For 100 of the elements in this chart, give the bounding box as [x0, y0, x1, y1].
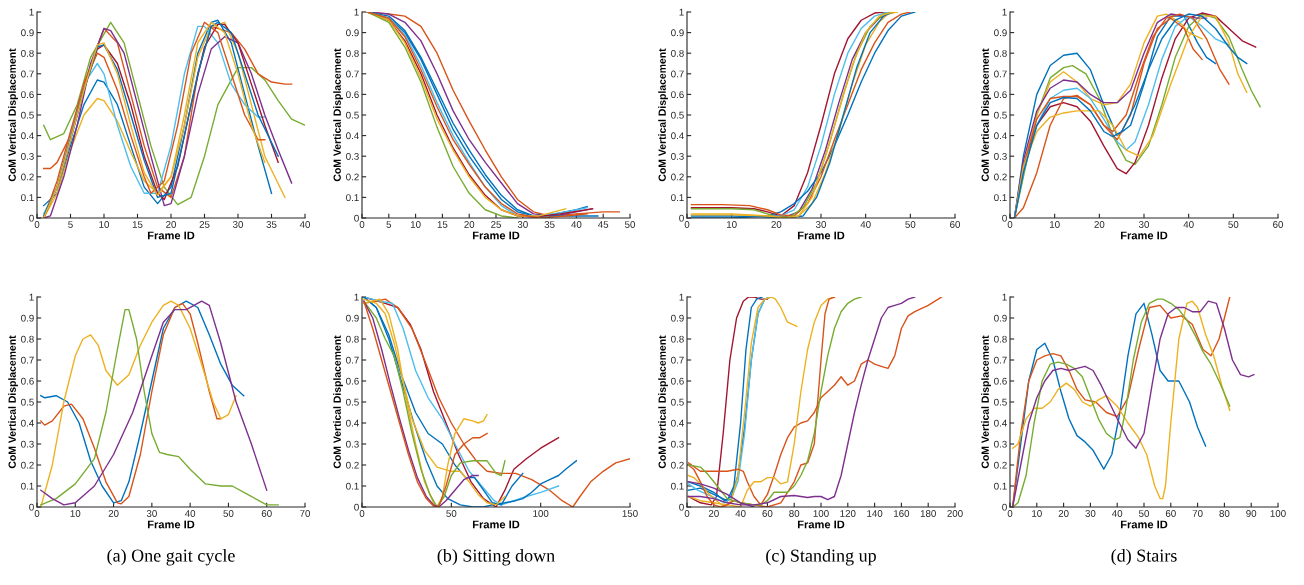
- y-tick-label: 0.9: [346, 314, 359, 322]
- y-tick-label: 0.9: [346, 29, 359, 37]
- x-tick-label: 25: [491, 221, 501, 228]
- y-tick-label: 0.6: [21, 377, 34, 385]
- x-tick-label: 35: [544, 221, 555, 228]
- x-tick-label: 50: [223, 510, 234, 517]
- y-tick-label: 0.1: [346, 482, 359, 490]
- y-tick-label: 0.4: [21, 132, 34, 140]
- y-tick-label: 0.6: [994, 91, 1007, 99]
- x-tick-label: 140: [867, 510, 883, 517]
- y-tick-label: 0.9: [21, 29, 34, 37]
- x-tick-label: 60: [950, 221, 961, 228]
- y-tick-label: 0: [354, 503, 359, 511]
- y-tick-label: 0.6: [346, 91, 359, 99]
- y-tick-label: 0.5: [671, 111, 684, 119]
- y-tick-label: 0.7: [346, 70, 359, 78]
- y-tick-label: 0.6: [994, 377, 1007, 385]
- y-tick-label: 0.3: [21, 152, 34, 160]
- y-tick-label: 0.5: [994, 398, 1007, 406]
- y-tick-label: 0.4: [994, 419, 1007, 427]
- y-tick-label: 0.3: [671, 152, 684, 160]
- y-tick-label: 0: [29, 214, 34, 222]
- x-tick-label: 45: [598, 221, 609, 228]
- y-tick-label: 0: [1002, 503, 1007, 511]
- y-tick-label: 1: [29, 293, 34, 301]
- y-tick-label: 0.2: [21, 461, 34, 469]
- x-axis-title: Frame ID: [147, 520, 195, 529]
- x-tick-label: 80: [789, 510, 800, 517]
- x-tick-label: 50: [1228, 221, 1239, 228]
- y-tick-label: 0.5: [671, 398, 684, 406]
- y-tick-label: 0.2: [346, 461, 359, 469]
- x-tick-label: 50: [624, 221, 636, 228]
- x-tick-label: 150: [622, 510, 638, 517]
- x-tick-label: 30: [517, 221, 528, 228]
- x-axis-title: Frame ID: [472, 231, 520, 240]
- x-tick-label: 0: [34, 221, 40, 228]
- x-tick-label: 160: [894, 510, 910, 517]
- y-tick-label: 0.8: [994, 49, 1007, 57]
- x-tick-label: 70: [1192, 510, 1203, 517]
- x-tick-label: 0: [34, 510, 40, 517]
- x-tick-label: 20: [108, 510, 119, 517]
- y-tick-label: 1: [679, 293, 684, 301]
- x-tick-label: 60: [1165, 510, 1176, 517]
- x-tick-label: 30: [1085, 510, 1096, 517]
- x-tick-label: 40: [571, 221, 582, 228]
- x-tick-label: 100: [533, 510, 549, 517]
- y-axis-title: CoM Vertical Displacement: [333, 48, 343, 182]
- x-axis-title: Frame ID: [1120, 231, 1168, 240]
- x-tick-label: 0: [1007, 221, 1013, 228]
- y-axis-title: CoM Vertical Displacement: [8, 335, 18, 469]
- y-tick-label: 1: [1002, 8, 1007, 16]
- y-tick-label: 0.3: [21, 440, 34, 448]
- y-axis-title: CoM Vertical Displacement: [658, 48, 668, 182]
- x-axis-title: Frame ID: [797, 231, 845, 240]
- x-tick-label: 70: [300, 510, 311, 517]
- x-tick-label: 60: [261, 510, 272, 517]
- y-tick-label: 0.7: [671, 356, 684, 364]
- x-tick-label: 50: [446, 510, 457, 517]
- y-tick-label: 0.7: [994, 70, 1007, 78]
- x-tick-label: 30: [146, 510, 157, 517]
- x-tick-label: 40: [1112, 510, 1123, 517]
- y-tick-label: 0.4: [671, 132, 684, 140]
- y-tick-label: 0.5: [346, 398, 359, 406]
- y-tick-label: 0.8: [346, 49, 359, 57]
- x-tick-label: 25: [199, 221, 210, 228]
- x-tick-label: 5: [68, 221, 73, 228]
- y-tick-label: 0.3: [346, 152, 359, 160]
- y-tick-label: 0.4: [671, 419, 684, 427]
- y-tick-label: 0.2: [671, 461, 684, 469]
- y-tick-label: 1: [29, 8, 34, 16]
- text: (a) One gait cycle: [107, 549, 235, 566]
- y-axis-title: CoM Vertical Displacement: [981, 48, 991, 182]
- x-tick-label: 20: [708, 510, 719, 517]
- x-axis-title: Frame ID: [797, 520, 845, 529]
- y-tick-label: 0.4: [21, 419, 34, 427]
- x-tick-label: 10: [1032, 510, 1042, 517]
- y-tick-label: 0.3: [994, 152, 1007, 160]
- x-tick-label: 10: [70, 510, 81, 517]
- x-tick-label: 20: [464, 221, 475, 228]
- y-tick-label: 0.6: [671, 377, 684, 385]
- y-tick-label: 1: [354, 293, 359, 301]
- y-tick-label: 0: [29, 503, 34, 511]
- y-tick-label: 0.2: [994, 461, 1007, 469]
- y-tick-label: 0.4: [346, 419, 359, 427]
- y-tick-label: 0.4: [346, 132, 359, 140]
- text: (c) Standing up: [766, 549, 876, 566]
- y-tick-label: 0.1: [671, 194, 684, 202]
- x-axis-title: Frame ID: [472, 520, 520, 529]
- x-tick-label: 40: [184, 510, 196, 517]
- text: (b) Sitting down: [437, 549, 555, 566]
- text: (d) Stairs: [1111, 549, 1177, 566]
- y-tick-label: 0.8: [671, 49, 684, 57]
- x-tick-label: 35: [266, 221, 277, 228]
- x-tick-label: 40: [299, 221, 311, 228]
- y-tick-label: 0.1: [21, 482, 34, 490]
- y-tick-label: 0.1: [994, 482, 1007, 490]
- y-tick-label: 0.8: [994, 335, 1007, 343]
- x-tick-label: 10: [99, 221, 110, 228]
- y-tick-label: 0.8: [21, 49, 34, 57]
- y-tick-label: 0.2: [346, 173, 359, 181]
